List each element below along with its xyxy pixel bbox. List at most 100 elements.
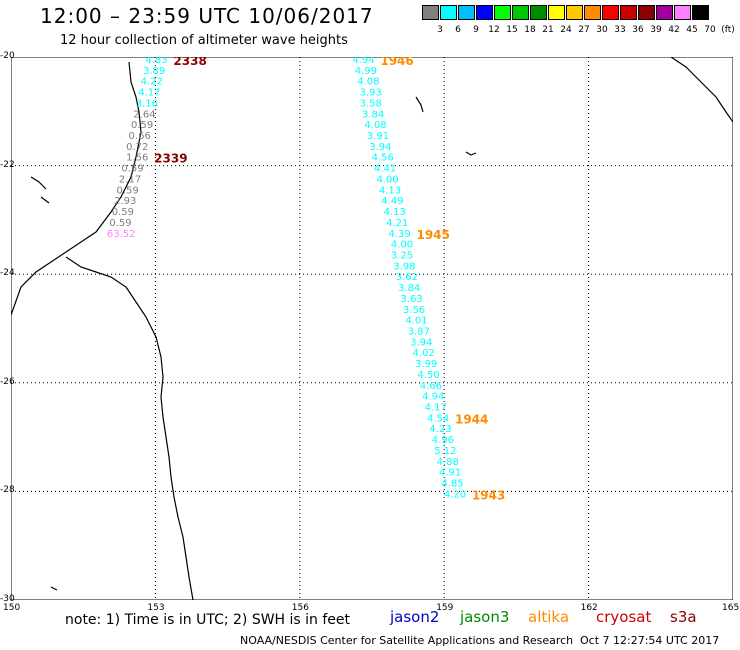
wave-height-value: 4.96 xyxy=(432,435,454,446)
wave-height-value: 3.87 xyxy=(408,327,430,338)
wave-height-value: 0.59 xyxy=(131,120,153,131)
small-isle xyxy=(50,586,58,591)
wave-height-value: 4.56 xyxy=(372,153,394,164)
wave-height-value: 3.56 xyxy=(403,305,425,316)
wave-height-value: 3.91 xyxy=(367,131,389,142)
latitude-label: -24 xyxy=(0,268,15,279)
color-swatch xyxy=(692,5,709,20)
color-scale-label: 45 xyxy=(686,25,698,35)
wave-height-value: 3.89 xyxy=(143,66,165,77)
color-scale-label: 70 xyxy=(704,25,716,35)
color-scale-label: 21 xyxy=(542,25,554,35)
wave-height-value: 4.02 xyxy=(413,348,435,359)
track-2338: 4.833.894.224.173.162.640.590.660.72 2338 xyxy=(126,57,207,153)
wave-height-value: 4.50 xyxy=(417,370,439,381)
wave-height-value: 4.66 xyxy=(420,381,442,392)
color-swatch xyxy=(548,5,565,20)
wave-height-value: 4.99 xyxy=(355,66,377,77)
wave-height-value: 4.94 xyxy=(352,57,374,66)
wave-height-value: 0.59 xyxy=(117,185,139,196)
wave-height-value: 3.94 xyxy=(410,337,432,348)
color-swatch xyxy=(602,5,619,20)
track-1945: 4.394.003.253.983.623.843.633.564.013.87… xyxy=(388,228,449,414)
wave-height-value: 4.94 xyxy=(422,392,444,403)
longitude-label: 165 xyxy=(722,603,740,613)
wave-height-value: 3.84 xyxy=(362,109,384,120)
color-scale-label: 12 xyxy=(488,25,500,35)
wave-height-value: 3.98 xyxy=(393,261,415,272)
longitude-label: 153 xyxy=(147,603,165,613)
color-swatch xyxy=(440,5,457,20)
coastline xyxy=(11,57,733,600)
color-scale-label: (ft) xyxy=(721,25,735,35)
wave-height-value: 4.91 xyxy=(439,468,461,479)
wave-height-value: 4.13 xyxy=(384,207,406,218)
island-2 xyxy=(465,151,477,156)
color-scale-label: 18 xyxy=(524,25,536,35)
pass-time-label: 1944 xyxy=(455,412,488,426)
wave-height-value: 4.49 xyxy=(381,196,403,207)
australia-coast-south xyxy=(65,256,194,600)
color-scale-label: 27 xyxy=(578,25,590,35)
wave-height-value: 4.21 xyxy=(386,218,408,229)
color-swatch xyxy=(584,5,601,20)
longitude-label: 159 xyxy=(436,603,454,613)
australia-coastline xyxy=(11,61,142,316)
grid-lines xyxy=(11,57,733,600)
color-swatch xyxy=(566,5,583,20)
wave-height-value: 2.64 xyxy=(133,109,155,120)
wave-height-value: 3.63 xyxy=(401,294,423,305)
generated-timestamp: Oct 7 12:27:54 UTC 2017 xyxy=(580,634,720,647)
wave-height-value: 3.25 xyxy=(391,250,413,261)
color-scale-label: 36 xyxy=(632,25,644,35)
track-1943: 4.20 1943 xyxy=(444,488,505,502)
wave-height-value: 4.41 xyxy=(374,164,396,175)
wave-height-value: 3.84 xyxy=(398,283,420,294)
pass-time-label: 1943 xyxy=(472,488,505,502)
wave-height-value: 0.59 xyxy=(109,218,131,229)
color-scale-label: 33 xyxy=(614,25,626,35)
credit-line: NOAA/NESDIS Center for Satellite Applica… xyxy=(240,634,574,647)
color-swatch xyxy=(674,5,691,20)
color-swatch xyxy=(638,5,655,20)
wave-height-value: 4.23 xyxy=(429,424,451,435)
wave-height-value: 4.00 xyxy=(376,174,398,185)
wave-height-value: 4.01 xyxy=(405,316,427,327)
wave-height-value: 4.00 xyxy=(391,240,413,251)
wave-height-value: 4.08 xyxy=(364,120,386,131)
pass-time-label: 2338 xyxy=(173,57,206,68)
track-1944: 4.544.234.965.124.884.914.85 1944 xyxy=(427,412,488,489)
color-scale-label: 9 xyxy=(473,25,479,35)
wave-height-value: 4.54 xyxy=(427,413,449,424)
color-swatch xyxy=(512,5,529,20)
satellite-legend-item: altika xyxy=(528,608,570,626)
map-border xyxy=(11,57,733,600)
color-scale-label: 39 xyxy=(650,25,662,35)
satellite-legend-item: cryosat xyxy=(596,608,652,626)
wave-height-value: 3.93 xyxy=(360,88,382,99)
wave-height-value: 4.88 xyxy=(437,457,459,468)
color-swatch xyxy=(494,5,511,20)
color-scale-label: 15 xyxy=(506,25,518,35)
latitude-label: -26 xyxy=(0,376,15,387)
latitude-label: -30 xyxy=(0,594,15,604)
island-1 xyxy=(415,96,424,113)
color-swatch xyxy=(656,5,673,20)
wave-height-value: 5.12 xyxy=(434,446,456,457)
wave-height-value: 0.72 xyxy=(126,142,148,153)
longitude-label: 156 xyxy=(291,603,309,613)
new-caledonia xyxy=(670,57,733,123)
altimeter-tracks: 4.833.894.224.173.162.640.590.660.722338… xyxy=(107,57,505,502)
pass-time-label: 1945 xyxy=(416,228,449,242)
reef-1 xyxy=(30,176,47,190)
color-scale-label: 24 xyxy=(560,25,572,35)
longitude-label: 162 xyxy=(580,603,598,613)
satellite-legend-item: jason2 xyxy=(390,608,440,626)
color-swatch xyxy=(476,5,493,20)
wave-height-value: 3.62 xyxy=(396,272,418,283)
color-swatch xyxy=(530,5,547,20)
page-subtitle: 12 hour collection of altimeter wave hei… xyxy=(60,33,348,48)
color-scale-label: 42 xyxy=(668,25,680,35)
track-1946: 4.944.994.083.933.583.844.083.913.944.56… xyxy=(352,57,413,229)
wave-height-value: 0.66 xyxy=(129,131,151,142)
